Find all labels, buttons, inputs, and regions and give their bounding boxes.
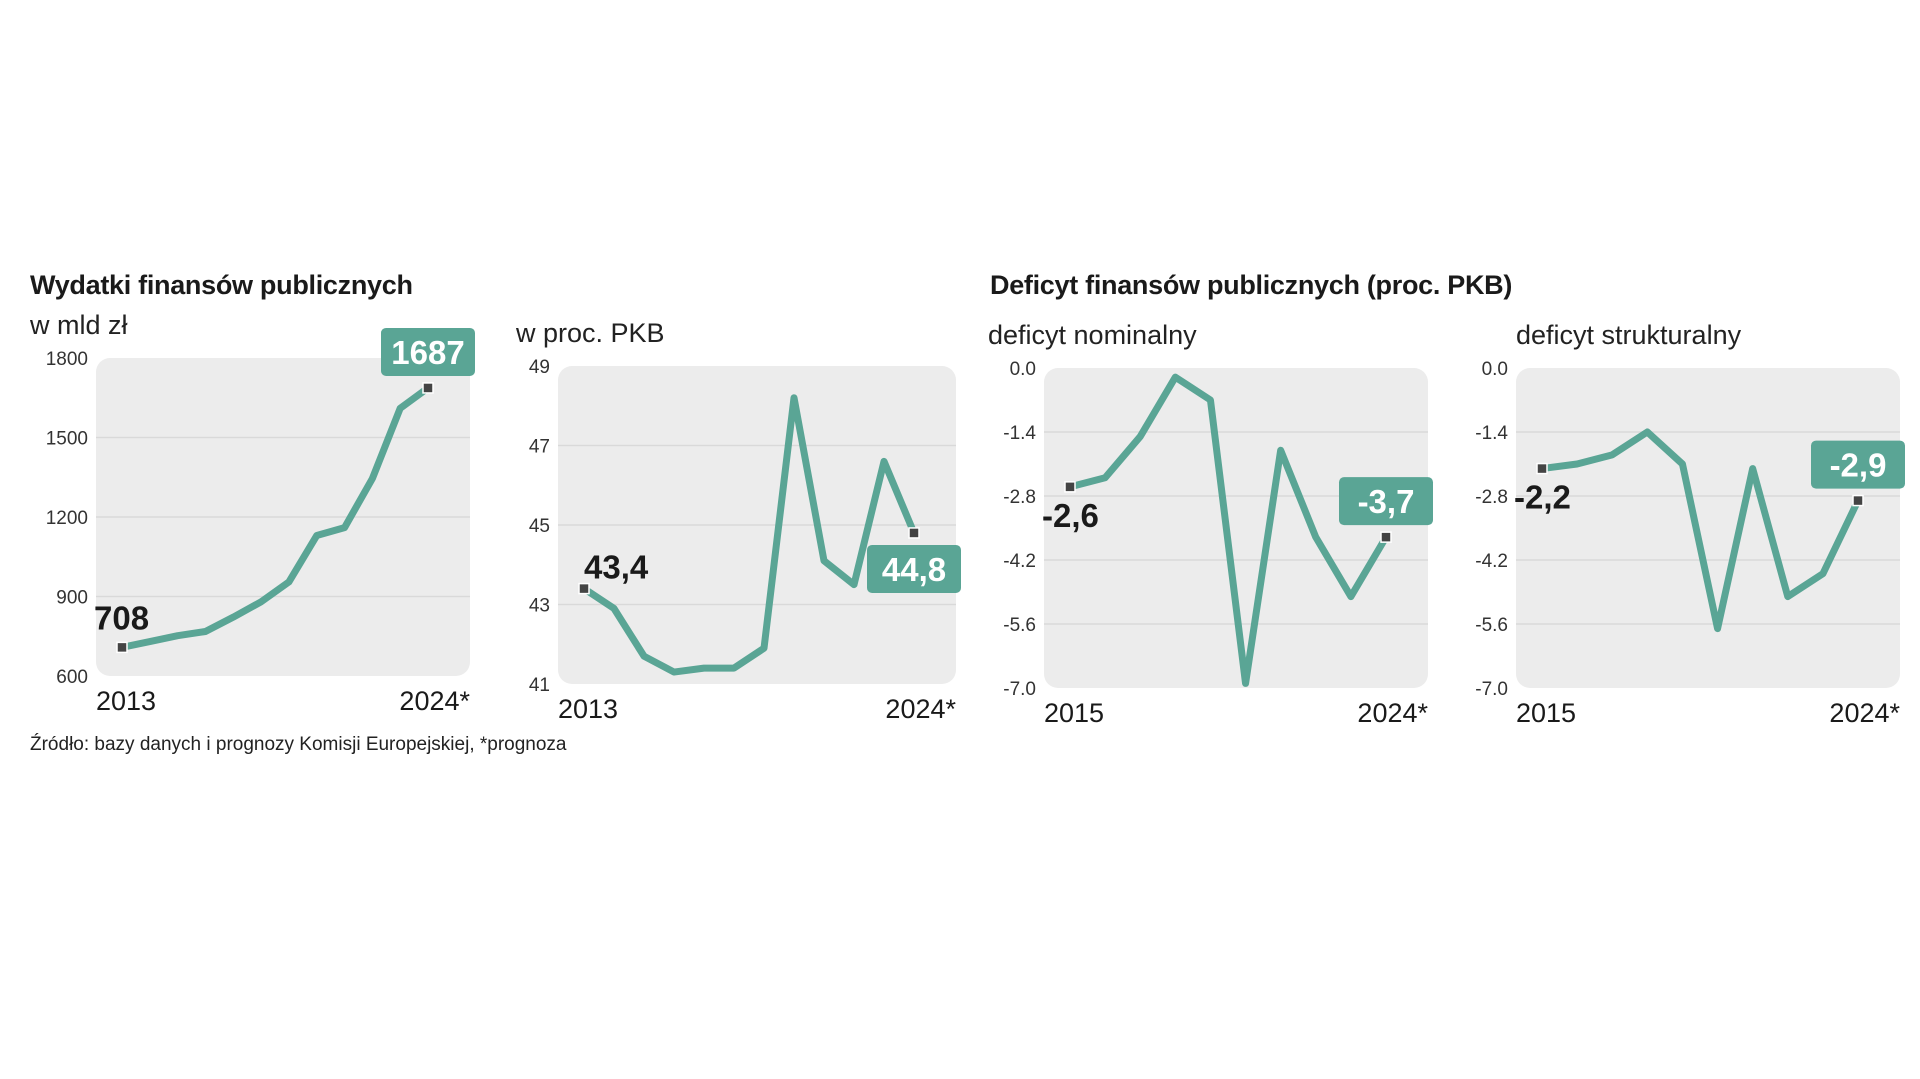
y-tick-label: 41 — [529, 675, 550, 696]
y-tick-label: -7.0 — [1003, 679, 1036, 700]
end-value-label: -3,7 — [1358, 483, 1415, 520]
x-label-start: 2015 — [1044, 698, 1104, 728]
x-label-start: 2013 — [558, 694, 618, 724]
y-tick-label: -5.6 — [1003, 615, 1036, 636]
x-label-end: 2024* — [399, 686, 470, 716]
y-tick-label: -7.0 — [1475, 679, 1508, 700]
end-point-marker — [1852, 494, 1864, 507]
x-label-end: 2024* — [885, 694, 956, 724]
x-label-start: 2013 — [96, 686, 156, 716]
y-tick-label: -2.8 — [1475, 487, 1508, 508]
y-tick-label: 0.0 — [1010, 359, 1036, 380]
y-tick-label: 49 — [529, 357, 550, 378]
series-line — [580, 394, 918, 676]
plot-panel — [1516, 368, 1900, 688]
end-value-label: 44,8 — [882, 551, 946, 588]
end-value-label: 1687 — [391, 334, 464, 371]
end-point-marker — [908, 527, 920, 539]
y-tick-label: 600 — [56, 667, 88, 688]
y-tick-label: -4.2 — [1475, 551, 1508, 572]
start-point-marker — [116, 641, 128, 654]
start-value-label: 43,4 — [584, 549, 649, 586]
x-label-end: 2024* — [1357, 698, 1428, 728]
start-value-label: -2,2 — [1514, 479, 1571, 516]
chart-deficit-nominal: 0.0 -1.4 -2.8 -4.2 -5.6 -7.0 -2,6 -3,7 2015 2024* — [1003, 359, 1433, 728]
start-value-label: 708 — [94, 599, 149, 636]
end-value-badge — [867, 544, 961, 593]
y-tick-label: 900 — [56, 588, 88, 609]
subtitle-deficit-nominal: deficyt nominalny — [988, 320, 1197, 350]
y-tick-label: 47 — [529, 437, 550, 458]
y-tick-label: 43 — [529, 596, 550, 617]
y-tick-label: 0.0 — [1482, 359, 1508, 380]
series-line — [118, 384, 432, 651]
y-tick-label: 45 — [529, 516, 550, 537]
start-value-label: -2,6 — [1042, 497, 1099, 534]
title-deficit: Deficyt finansów publicznych (proc. PKB) — [990, 270, 1513, 300]
y-tick-label: -5.6 — [1475, 615, 1508, 636]
chart-spending-mld: 1800 1500 1200 900 600 708 1687 2013 2024* — [46, 327, 475, 716]
start-point-marker — [1536, 462, 1548, 475]
end-value-badge — [381, 327, 475, 376]
x-label-start: 2015 — [1516, 698, 1576, 728]
start-point-marker — [1064, 481, 1076, 493]
start-point-marker — [578, 582, 590, 595]
chart-deficit-structural: 0.0 -1.4 -2.8 -4.2 -5.6 -7.0 -2,2 -2,9 2015 2024* — [1475, 359, 1905, 728]
source-note: Źródło: bazy danych i prognozy Komisji E… — [30, 734, 567, 755]
end-value-label: -2,9 — [1830, 447, 1887, 484]
end-value-badge — [1811, 440, 1905, 489]
subtitle-deficit-structural: deficyt strukturalny — [1516, 320, 1742, 350]
y-tick-label: 1200 — [46, 508, 88, 529]
y-tick-label: 1500 — [46, 429, 88, 450]
y-tick-label: -4.2 — [1003, 551, 1036, 572]
y-tick-label: -1.4 — [1475, 423, 1508, 444]
end-point-marker — [1380, 531, 1392, 543]
plot-panel — [1044, 368, 1428, 688]
x-label-end: 2024* — [1829, 698, 1900, 728]
y-tick-label: 1800 — [46, 349, 88, 370]
end-value-badge — [1339, 477, 1433, 526]
chart-spending-gdp: 49 47 45 43 41 43,4 44,8 2013 2024* — [529, 357, 961, 724]
subtitle-spending-gdp: w proc. PKB — [516, 318, 665, 348]
end-point-marker — [422, 382, 434, 394]
title-spending: Wydatki finansów publicznych — [30, 270, 413, 300]
y-tick-label: -1.4 — [1003, 423, 1036, 444]
subtitle-spending-mld: w mld zł — [30, 310, 128, 340]
series-line — [1066, 373, 1390, 687]
y-tick-label: -2.8 — [1003, 487, 1036, 508]
series-line — [1538, 428, 1862, 633]
